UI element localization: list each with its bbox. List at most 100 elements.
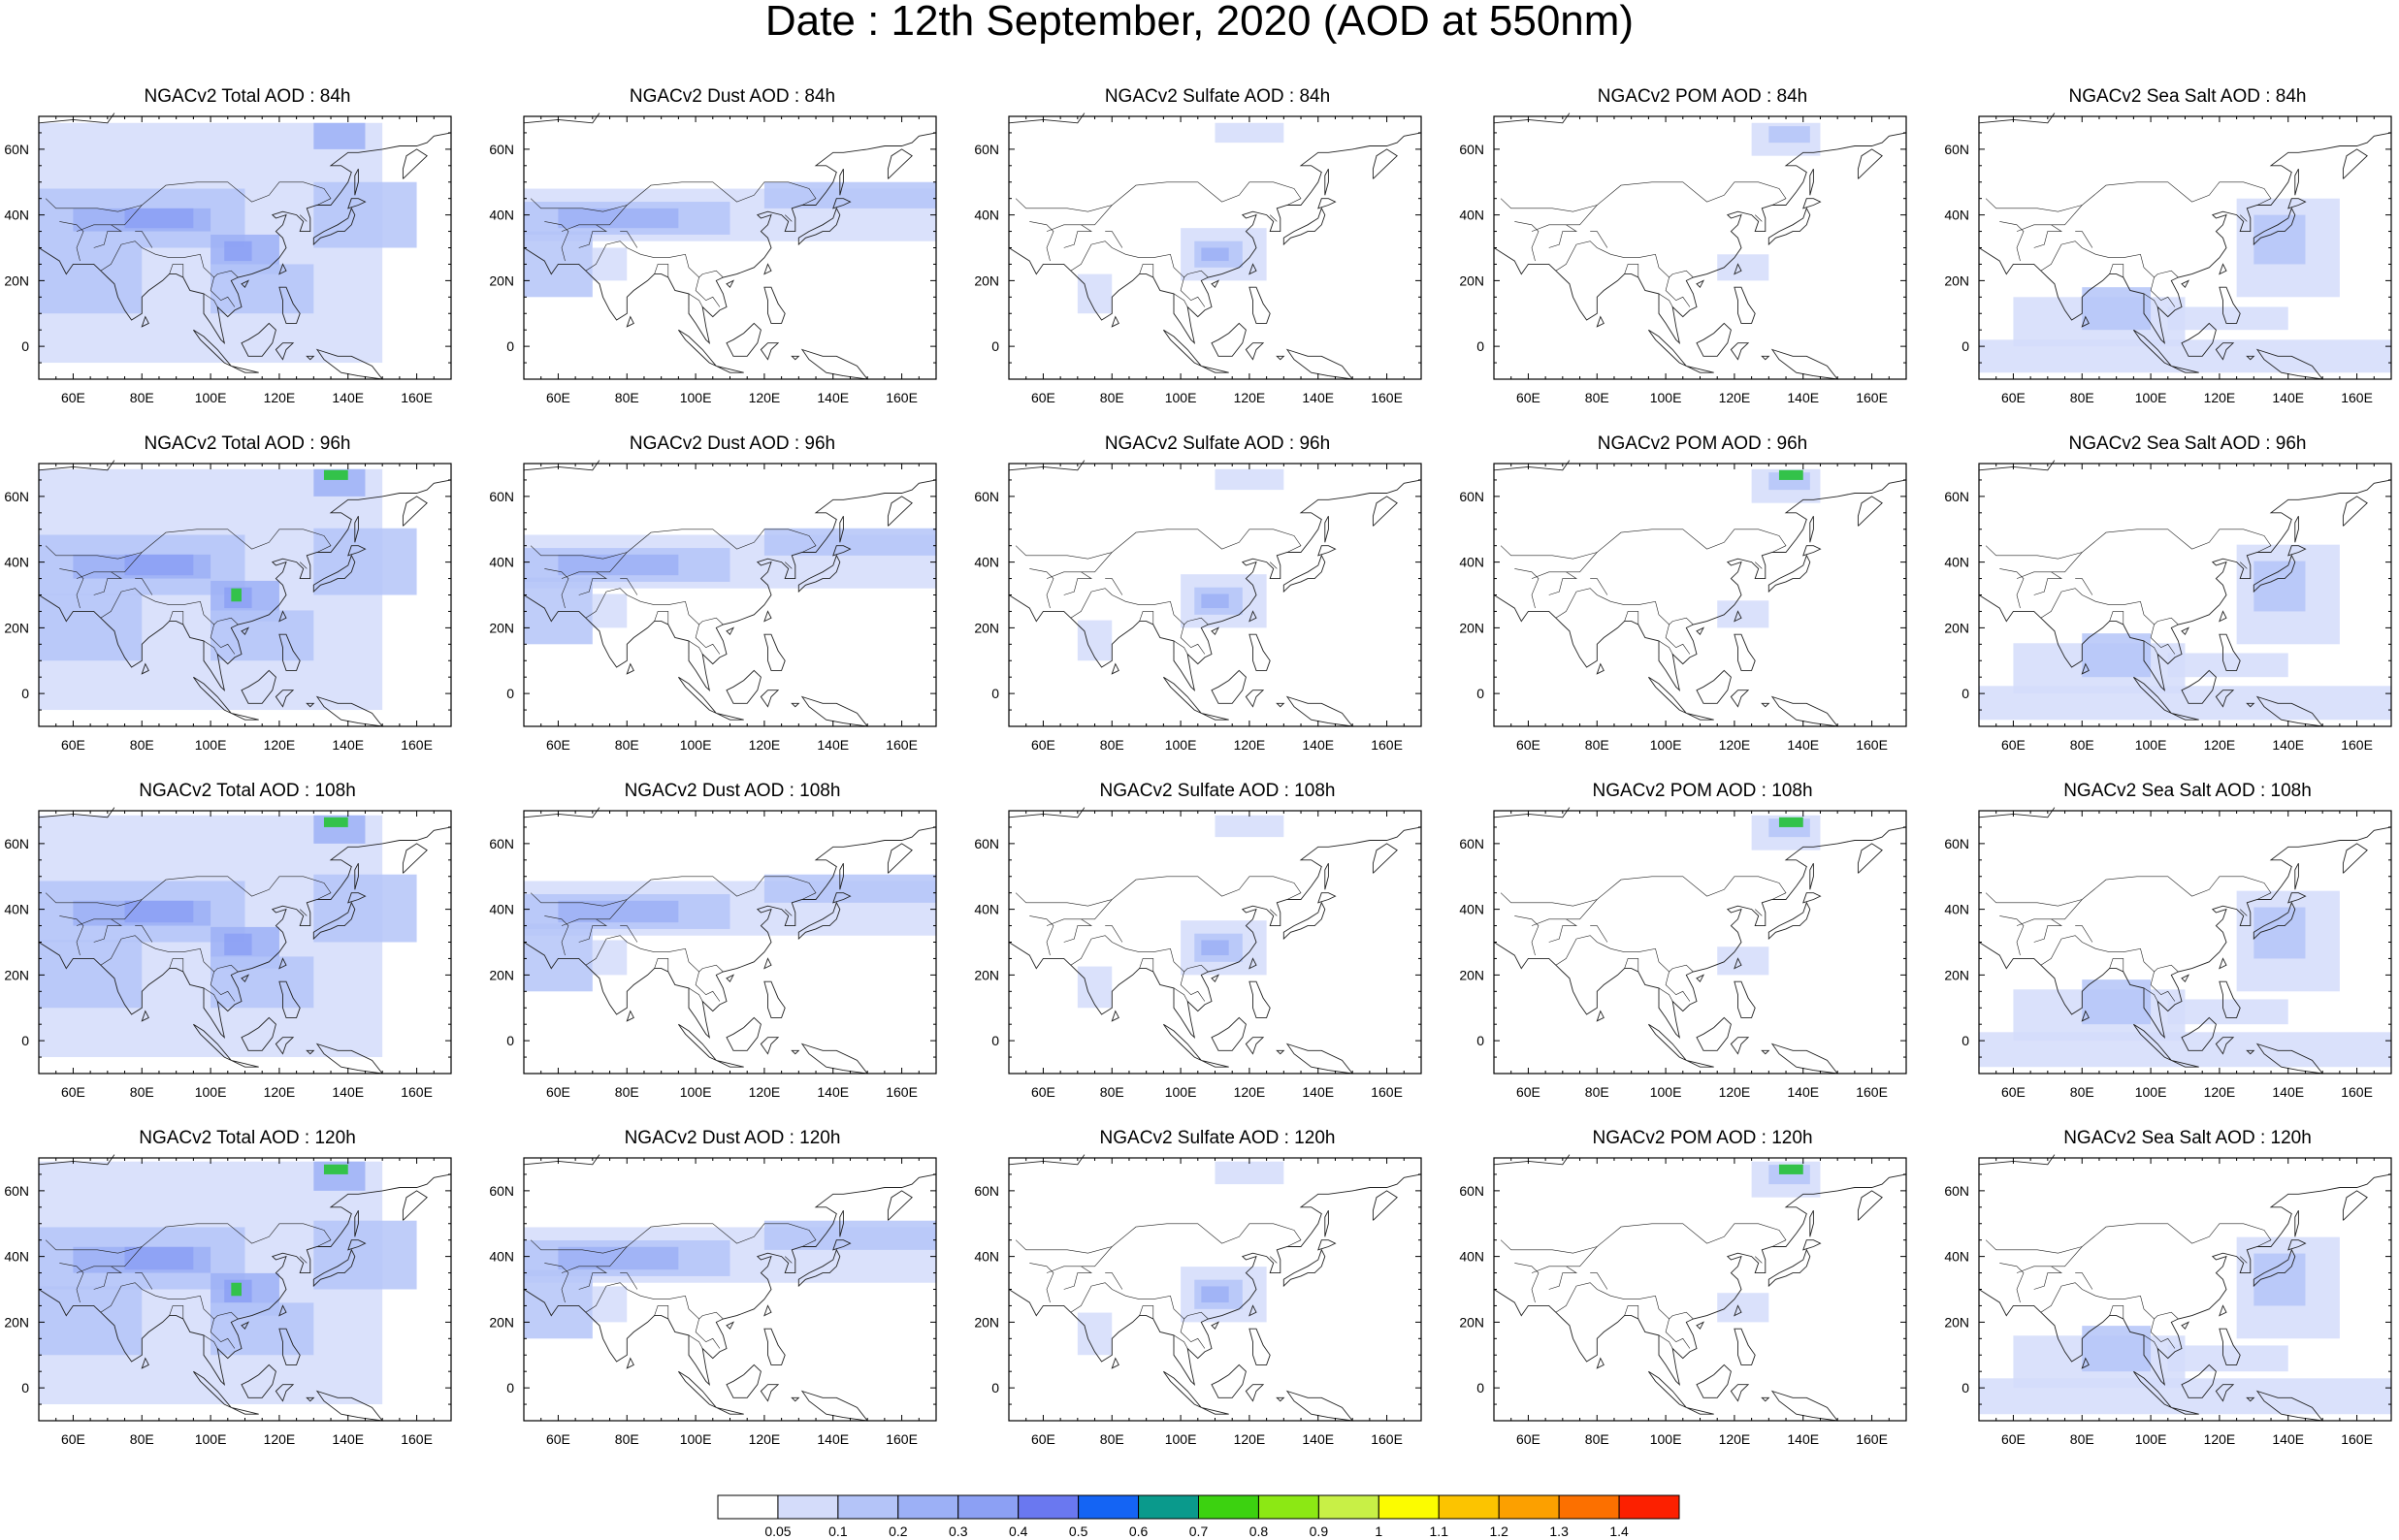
coastline bbox=[1372, 1190, 1398, 1221]
map-plot: 60E 80E 100E 120E 140E 160E 60N 40N 20N 0 bbox=[974, 112, 1422, 405]
island-outline bbox=[141, 1357, 149, 1369]
lon-tick-label: 80E bbox=[130, 1431, 154, 1447]
lat-tick-label: 40N bbox=[4, 208, 29, 223]
country-border bbox=[620, 578, 638, 595]
lat-tick-label: 60N bbox=[1944, 836, 1969, 851]
map-panel: NGACv2 Sulfate AOD : 96h 60E 80E 100E 120E 14… bbox=[970, 434, 1426, 764]
axis-ticks bbox=[523, 115, 937, 380]
island-outline bbox=[1802, 892, 1822, 904]
aod-region bbox=[1215, 468, 1284, 491]
island-outline bbox=[347, 198, 367, 209]
country-border bbox=[1531, 1223, 1787, 1273]
lon-tick-label: 60E bbox=[1031, 1431, 1055, 1447]
country-border bbox=[1754, 1256, 1763, 1264]
country-border bbox=[578, 224, 608, 248]
aod-region bbox=[124, 900, 194, 923]
island-outline bbox=[2215, 690, 2235, 708]
country-border bbox=[2239, 1256, 2248, 1264]
island-outline bbox=[2294, 168, 2299, 196]
lon-tick-label: 100E bbox=[195, 390, 227, 405]
island-outline bbox=[1248, 1304, 1257, 1317]
aod-hotspot bbox=[323, 469, 348, 480]
coastline bbox=[1978, 807, 2056, 818]
figure-title: Date : 12th September, 2020 (AOD at 550n… bbox=[764, 0, 1635, 45]
country-border bbox=[1173, 293, 1188, 307]
axis-ticks bbox=[1978, 115, 2392, 380]
island-outline bbox=[1324, 168, 1329, 196]
island-outline bbox=[231, 712, 259, 721]
island-outline bbox=[1686, 1059, 1714, 1068]
island-outline bbox=[1248, 286, 1271, 324]
island-outline bbox=[726, 974, 735, 982]
lat-tick-label: 0 bbox=[1961, 686, 1969, 701]
colorbar-label: 0.2 bbox=[889, 1524, 908, 1539]
island-outline bbox=[1761, 1396, 1770, 1402]
lon-tick-label: 100E bbox=[1650, 390, 1682, 405]
lon-tick-label: 140E bbox=[332, 1084, 364, 1100]
island-outline bbox=[716, 1059, 744, 1068]
country-border bbox=[2016, 181, 2272, 232]
island-outline bbox=[791, 1049, 800, 1055]
island-outline bbox=[1734, 286, 1756, 324]
coastlines bbox=[1008, 112, 1422, 380]
country-border bbox=[530, 892, 628, 907]
island-outline bbox=[278, 633, 301, 671]
island-outline bbox=[2219, 1328, 2241, 1365]
island-outline bbox=[275, 1037, 295, 1055]
colorbar-swatch bbox=[1317, 1494, 1379, 1520]
country-border bbox=[93, 571, 123, 595]
country-border bbox=[1269, 214, 1278, 222]
island-outline bbox=[763, 286, 786, 324]
lat-tick-label: 40N bbox=[4, 902, 29, 917]
panel-title: NGACv2 Total AOD : 120h bbox=[139, 1128, 356, 1148]
country-border bbox=[2143, 640, 2158, 655]
coastline bbox=[1978, 1154, 2056, 1166]
country-border bbox=[1624, 1305, 1639, 1319]
country-border bbox=[544, 915, 569, 956]
aod-field bbox=[1717, 468, 1821, 628]
island-outline bbox=[354, 515, 359, 543]
island-outline bbox=[1734, 610, 1742, 623]
island-outline bbox=[1245, 342, 1265, 361]
map-panel: NGACv2 POM AOD : 96h 60E 80E 100E 120E 140E 16… bbox=[1455, 434, 1911, 764]
island-outline bbox=[1734, 263, 1742, 275]
island-outline bbox=[626, 662, 634, 675]
lon-tick-label: 140E bbox=[332, 390, 364, 405]
aod-region bbox=[1717, 946, 1769, 976]
colorbar-label: 1.1 bbox=[1430, 1524, 1449, 1539]
country-border bbox=[1063, 1266, 1093, 1290]
lat-tick-label: 60N bbox=[489, 489, 514, 504]
aod-field bbox=[524, 1220, 936, 1339]
aod-region bbox=[313, 874, 417, 943]
lon-tick-label: 80E bbox=[1585, 737, 1609, 753]
country-border bbox=[561, 529, 817, 579]
lon-tick-label: 120E bbox=[1719, 1084, 1751, 1100]
lat-tick-label: 40N bbox=[1944, 1249, 1969, 1265]
country-border bbox=[2033, 224, 2063, 248]
lon-tick-label: 160E bbox=[886, 737, 918, 753]
lon-tick-label: 160E bbox=[1856, 1431, 1888, 1447]
island-outline bbox=[1201, 365, 1229, 373]
country-border bbox=[695, 971, 721, 1002]
panel-title: NGACv2 POM AOD : 108h bbox=[1592, 781, 1813, 801]
lon-tick-label: 140E bbox=[817, 1431, 849, 1447]
island-outline bbox=[312, 207, 356, 246]
island-outline bbox=[347, 1239, 367, 1251]
lon-tick-label: 60E bbox=[1516, 737, 1540, 753]
island-outline bbox=[1648, 1023, 1687, 1061]
coastlines bbox=[523, 112, 937, 380]
coastline bbox=[402, 1190, 428, 1221]
island-outline bbox=[2215, 342, 2235, 361]
aod-field bbox=[39, 122, 417, 364]
map-panel: NGACv2 Total AOD : 108h 60E 80E 100E 120E 140… bbox=[0, 782, 456, 1111]
island-outline bbox=[278, 286, 301, 324]
aod-region bbox=[313, 1220, 417, 1290]
lon-tick-label: 120E bbox=[749, 1431, 781, 1447]
country-border bbox=[1665, 276, 1691, 307]
panel-title: NGACv2 Sea Salt AOD : 108h bbox=[2063, 781, 2312, 801]
lat-tick-label: 40N bbox=[974, 1249, 999, 1265]
country-border bbox=[1070, 241, 1209, 278]
island-outline bbox=[2246, 1396, 2255, 1402]
axis-ticks bbox=[38, 463, 452, 727]
island-outline bbox=[726, 279, 735, 288]
